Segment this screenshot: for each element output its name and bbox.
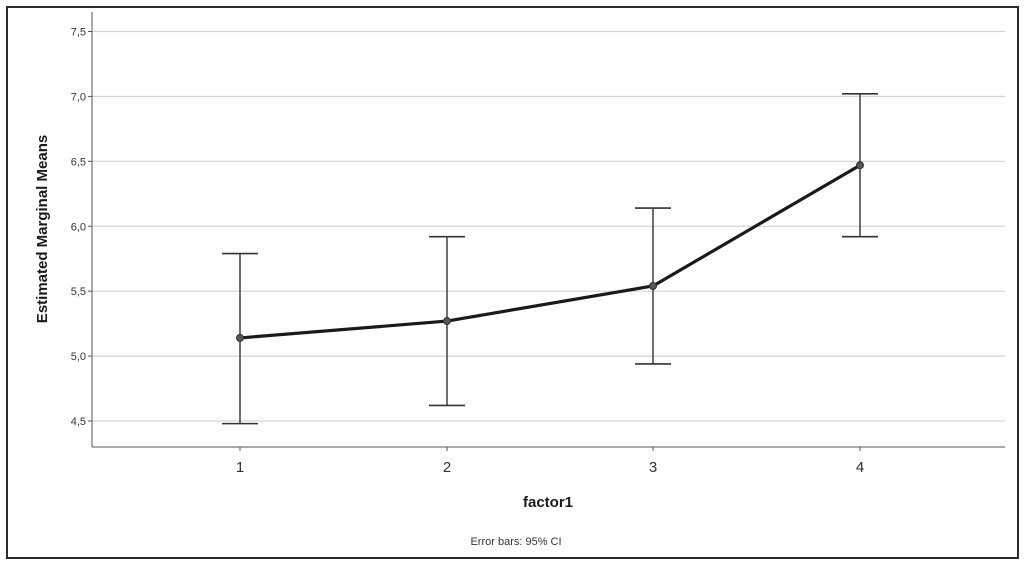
data-point (649, 281, 657, 290)
series-lines (238, 163, 862, 340)
axes (91, 12, 1005, 448)
x-tick-label: 1 (236, 459, 244, 476)
y-tick-label: 5,5 (71, 286, 86, 298)
y-tick-label: 7,5 (71, 26, 86, 38)
y-tick-label: 6,5 (71, 156, 86, 168)
data-point (856, 161, 864, 170)
error-bars (222, 93, 878, 425)
y-tick-label: 7,0 (71, 91, 86, 103)
series-line (238, 163, 862, 340)
y-tick-label: 4,5 (71, 416, 86, 428)
data-point (443, 317, 451, 326)
error-bars-note: Error bars: 95% CI (470, 536, 561, 548)
chart-frame (6, 6, 1019, 559)
y-axis-title: Estimated Marginal Means (34, 135, 51, 323)
gridlines (92, 30, 1005, 422)
data-points (236, 161, 864, 342)
y-tick-labels: 4,5 5,0 5,5 6,0 6,5 7,0 7,5 (71, 26, 92, 428)
x-tick-labels: 1 2 3 4 (236, 447, 864, 476)
data-point (236, 333, 244, 342)
x-tick-label: 4 (856, 459, 864, 476)
x-axis-title: factor1 (523, 494, 573, 511)
y-tick-label: 5,0 (71, 351, 86, 363)
y-tick-label: 6,0 (71, 221, 86, 233)
x-tick-label: 2 (443, 459, 451, 476)
x-tick-label: 3 (649, 459, 657, 476)
